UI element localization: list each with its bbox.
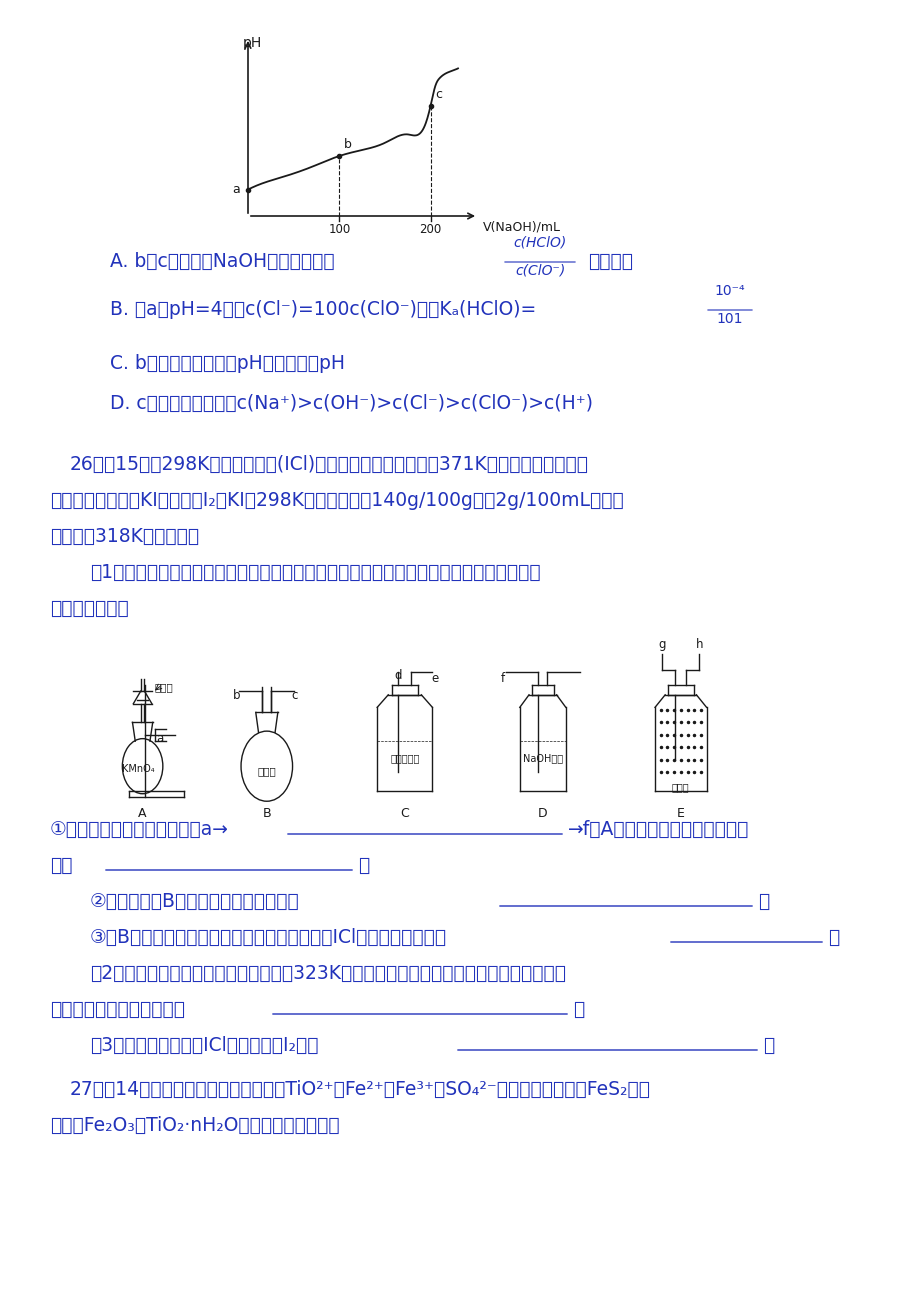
Text: b: b (344, 138, 352, 151)
Text: 单质碘在318K开始升华。: 单质碘在318K开始升华。 (50, 527, 199, 546)
Text: 单质碘: 单质碘 (257, 766, 276, 776)
Text: （3）设计实验证明：ICl的氧化性比I₂强。: （3）设计实验证明：ICl的氧化性比I₂强。 (90, 1036, 318, 1055)
Text: A. b～c段，随着NaOH溶液的滴入，: A. b～c段，随着NaOH溶液的滴入， (110, 253, 335, 271)
Text: （1）利用干燥纯净的氯气与单质碘反应可制备一氯化碘，该反应为放热反应。相关实验装: （1）利用干燥纯净的氯气与单质碘反应可制备一氯化碘，该反应为放热反应。相关实验装 (90, 562, 540, 582)
Text: →f。A装置中发生反应的离子方程: →f。A装置中发生反应的离子方程 (567, 820, 749, 838)
Text: KMnO₄: KMnO₄ (121, 764, 154, 773)
Text: （2）将单质碘和盐酸混合，控制温度约323K，边搅拌边滴加氯酸钠溶液，也可制得一氯化: （2）将单质碘和盐酸混合，控制温度约323K，边搅拌边滴加氯酸钠溶液，也可制得一… (90, 963, 565, 983)
Text: E: E (676, 807, 684, 820)
Text: D: D (538, 807, 547, 820)
Text: 式是: 式是 (50, 855, 73, 875)
Text: 。: 。 (757, 892, 768, 911)
Text: 27．（14分）利用钛矿的酸性废液（含TiO²⁺、Fe²⁺、Fe³⁺、SO₄²⁻等），可回收获得FeS₂纳米: 27．（14分）利用钛矿的酸性废液（含TiO²⁺、Fe²⁺、Fe³⁺、SO₄²⁻… (70, 1079, 651, 1099)
Text: ①各装置接口的顺序依次是：a→: ①各装置接口的顺序依次是：a→ (50, 820, 229, 838)
Text: 饱和食盐水: 饱和食盐水 (390, 754, 419, 764)
Text: C: C (400, 807, 409, 820)
Text: A: A (138, 807, 147, 820)
Text: 逐渐增大: 逐渐增大 (587, 253, 632, 271)
Text: 26．（15分）298K时，一氯化碘(ICl)是一种红棕色液体，沸点371K，不吸潮但能水解，: 26．（15分）298K时，一氯化碘(ICl)是一种红棕色液体，沸点371K，不… (70, 454, 588, 474)
Text: c: c (291, 689, 297, 702)
Text: V(NaOH)/mL: V(NaOH)/mL (482, 221, 561, 234)
Text: 易溶于乙醇。能与KI反应生成I₂。KI在298K时的溶解度：140g/100g水，2g/100mL乙醇。: 易溶于乙醇。能与KI反应生成I₂。KI在298K时的溶解度：140g/100g水… (50, 491, 623, 510)
Text: B: B (262, 807, 271, 820)
Text: NaOH溶液: NaOH溶液 (522, 754, 562, 764)
Text: 。: 。 (573, 1000, 584, 1019)
Text: 200: 200 (419, 223, 441, 236)
Text: c: c (435, 87, 442, 100)
Text: 10⁻⁴: 10⁻⁴ (714, 284, 744, 298)
Text: 碘。该反应的化学方程式为: 碘。该反应的化学方程式为 (50, 1000, 185, 1019)
Text: e: e (431, 672, 438, 685)
Text: ②实验过程中B装置需冷水浴，其目的是: ②实验过程中B装置需冷水浴，其目的是 (90, 892, 300, 911)
Text: a: a (232, 184, 240, 197)
Text: 。: 。 (762, 1036, 774, 1055)
Text: g: g (658, 638, 665, 651)
Text: d: d (394, 668, 402, 681)
Text: 材料、Fe₂O₃和TiO₂·nH₂O等产品，流程如下：: 材料、Fe₂O₃和TiO₂·nH₂O等产品，流程如下： (50, 1116, 339, 1135)
Text: 。: 。 (357, 855, 369, 875)
Text: b: b (233, 689, 240, 702)
Text: c(ClO⁻): c(ClO⁻) (515, 264, 564, 279)
Text: 液盐酸: 液盐酸 (154, 682, 173, 693)
Text: 100: 100 (328, 223, 350, 236)
Text: B. 若a点pH=4，且c(Cl⁻)=100c(ClO⁻)，则Kₐ(HClO)=: B. 若a点pH=4，且c(Cl⁻)=100c(ClO⁻)，则Kₐ(HClO)= (110, 299, 536, 319)
Text: 101: 101 (716, 312, 743, 326)
Text: 。: 。 (827, 928, 838, 947)
Text: 浓硫酸: 浓硫酸 (671, 783, 689, 793)
Text: c(HClO): c(HClO) (513, 236, 566, 250)
Text: a: a (156, 733, 164, 745)
Text: C. b点对应的溶液可用pH试纸测定其pH: C. b点对应的溶液可用pH试纸测定其pH (110, 354, 345, 372)
Text: ③将B装置中得到的液态产物提纯获得较纯净的ICl，宜采取的方法是: ③将B装置中得到的液态产物提纯获得较纯净的ICl，宜采取的方法是 (90, 928, 447, 947)
Text: f: f (501, 672, 505, 685)
Text: pH: pH (243, 36, 262, 49)
Text: D. c点对应的溶液中：c(Na⁺)>c(OH⁻)>c(Cl⁻)>c(ClO⁻)>c(H⁺): D. c点对应的溶液中：c(Na⁺)>c(OH⁻)>c(Cl⁻)>c(ClO⁻)… (110, 395, 593, 413)
Text: 置及试剂如下：: 置及试剂如下： (50, 599, 129, 618)
Text: h: h (695, 638, 702, 651)
